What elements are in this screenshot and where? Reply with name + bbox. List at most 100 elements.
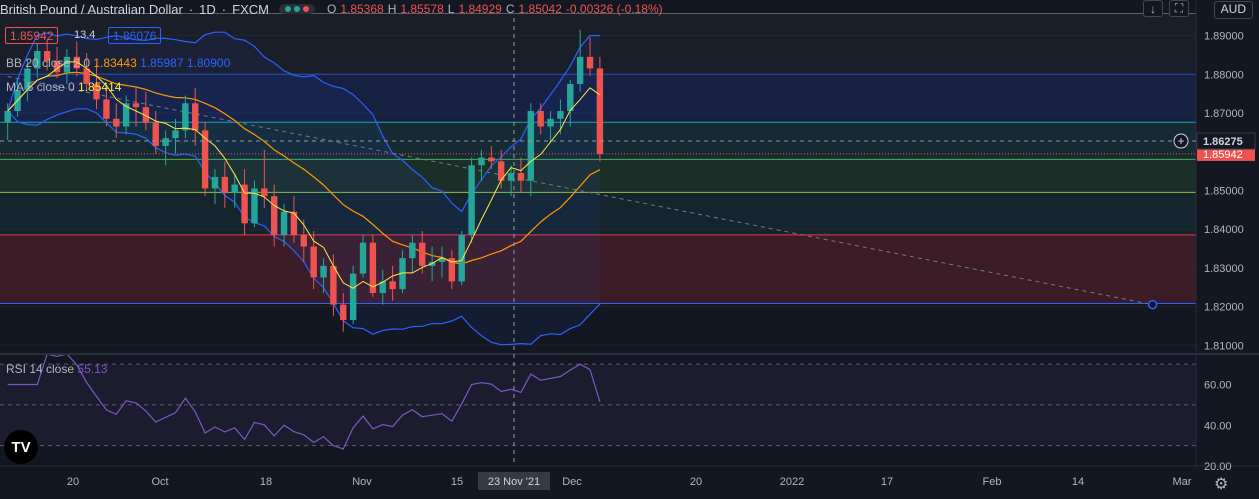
candle-body [73,56,80,69]
candle-body [498,161,505,181]
currency-selector[interactable]: AUD [1213,1,1253,19]
candle-body [419,242,426,266]
price-tick-label: 1.83000 [1204,263,1244,275]
rsi-label: RSI 14 close [6,362,75,376]
price-tick-label: 1.82000 [1204,302,1244,314]
candle-body [300,234,307,247]
candle-body [24,68,31,90]
candle-body [261,188,268,197]
candle-body [63,56,71,73]
candle-body [182,103,189,131]
spread-value: 13.4 [74,29,96,41]
tradingview-logo[interactable]: TV [4,430,38,464]
bb-upper-value: 1.85987 [140,56,184,70]
candle-body [132,103,140,108]
time-tick-label: 2022 [780,476,804,488]
trendline [7,76,1153,306]
rsi-pane [0,353,1259,450]
bb-lower-value: 1.80900 [186,56,231,70]
candle-body [103,99,110,119]
high-value: 1.85578 [400,2,444,16]
status-dot-icon [284,6,291,12]
close-label: C [505,2,515,16]
market-status-toggle[interactable] [278,4,315,14]
buy-button[interactable]: 1.86076 [108,27,162,44]
candle-body [83,68,90,84]
rsi-legend[interactable]: RSI 14 close 55.13 [6,362,107,376]
candle-body [53,60,61,73]
bb-label: BB 20 close 2 0 [6,56,91,70]
ma-legend[interactable]: MA 5 close 0 1.85414 [6,80,121,94]
candle-body [359,242,367,274]
price-tick-label: 1.89000 [1204,31,1244,43]
candle-body [142,107,150,123]
candle-body [517,172,525,181]
bb-basis-value: 1.83443 [93,56,137,70]
ma-label: MA 5 close 0 [6,80,75,94]
sell-button[interactable]: 1.85942 [5,27,59,44]
ma-value: 1.85414 [78,80,122,94]
rsi-tick-label: 20.00 [1204,461,1232,473]
bb-basis-line [7,71,601,265]
open-value: 1.85368 [340,2,384,16]
fib-band [0,13,1196,75]
candle-body [310,246,317,278]
close-value: 1.85042 [518,2,562,16]
candle-body [527,111,535,181]
candle-body [448,258,456,282]
time-tick-label: Oct [151,476,168,488]
candle-body [43,51,51,61]
time-tick-label: 17 [881,476,893,488]
candle-body [34,51,41,69]
fib-bands [0,12,1196,304]
candle-body [369,242,377,293]
price-tick-label: 1.87000 [1204,108,1244,120]
rsi-line [7,353,601,450]
candle-body [270,196,278,235]
header-sep: · [221,1,227,17]
candle-body [596,68,604,155]
time-tick-label: 14 [1072,476,1084,488]
interval-label[interactable]: 1D [199,1,216,17]
open-label: O [326,2,337,16]
last-price-label: 1.85942 [1203,149,1243,161]
symbol-title[interactable]: British Pound / Australian Dollar [0,1,183,17]
price-tick-label: 1.85000 [1204,185,1244,197]
candle-body [340,304,347,321]
candle-body [349,273,357,321]
candle-body [251,188,258,224]
time-tick-label: 20 [690,476,702,488]
candle-body [162,138,169,146]
candle-body [438,258,446,263]
candle-body [547,118,554,127]
ohlc-values: O 1.85368 H 1.85578 L 1.84929 C 1.85042 -0.0… [327,2,663,16]
candle-body [507,172,515,181]
header-sep: · [188,1,194,17]
candle-body [537,111,544,127]
fullscreen-icon[interactable]: ⛶ [1169,0,1189,17]
chart-header: British Pound / Australian Dollar · 1D ·… [0,0,663,18]
candle-body [211,176,219,189]
candle-body [320,265,327,278]
gear-icon[interactable]: ⚙ [1214,476,1229,493]
cursor-date-label: 23 Nov '21 [488,476,540,488]
scroll-down-icon[interactable]: ↓ [1143,0,1163,17]
time-tick-label: Dec [562,476,582,488]
candle-body [201,130,209,189]
candle-body [231,184,238,193]
candle-body [290,211,298,235]
price-tick-label: 1.88000 [1204,69,1244,81]
fib-band [0,192,1196,235]
bb-legend[interactable]: BB 20 close 2 0 1.83443 1.85987 1.80900 [6,56,230,70]
rsi-tick-label: 40.00 [1204,420,1232,432]
cursor-price-label-bg [1196,132,1256,150]
candle-body [241,184,248,224]
rsi-value: 55.13 [77,362,108,376]
candle-body [478,157,485,166]
candle-body [152,122,159,146]
price-tick-label: 1.81000 [1204,340,1244,352]
high-label: H [387,2,397,16]
candle-body [4,111,11,123]
